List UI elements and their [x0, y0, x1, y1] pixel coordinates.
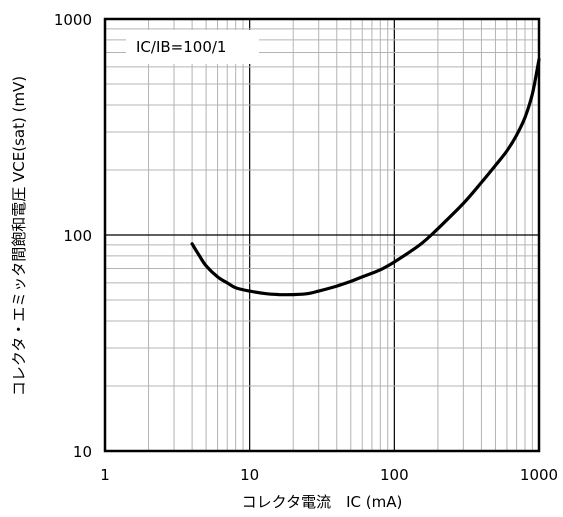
x-tick-label: 10	[240, 466, 259, 484]
y-axis-label: コレクタ・エミッタ間飽和電圧 VCE(sat) (mV)	[10, 76, 28, 396]
y-tick-label: 1000	[54, 11, 92, 29]
annotation-ratio: IC/IB=100/1	[136, 38, 226, 56]
x-axis-label: コレクタ電流 IC (mA)	[242, 493, 403, 511]
x-tick-label: 100	[380, 466, 409, 484]
plot-frame	[103, 17, 541, 453]
annotation-box	[126, 30, 259, 64]
grid	[105, 19, 539, 451]
x-tick-label: 1	[100, 466, 110, 484]
y-tick-label: 10	[73, 443, 92, 461]
y-tick-labels: 10 100 1000	[54, 11, 92, 461]
series-line	[190, 57, 541, 297]
x-tick-label: 1000	[520, 466, 558, 484]
series-layer	[190, 57, 541, 297]
y-tick-label: 100	[63, 227, 92, 245]
x-tick-labels: 1 10 100 1000	[100, 466, 558, 484]
